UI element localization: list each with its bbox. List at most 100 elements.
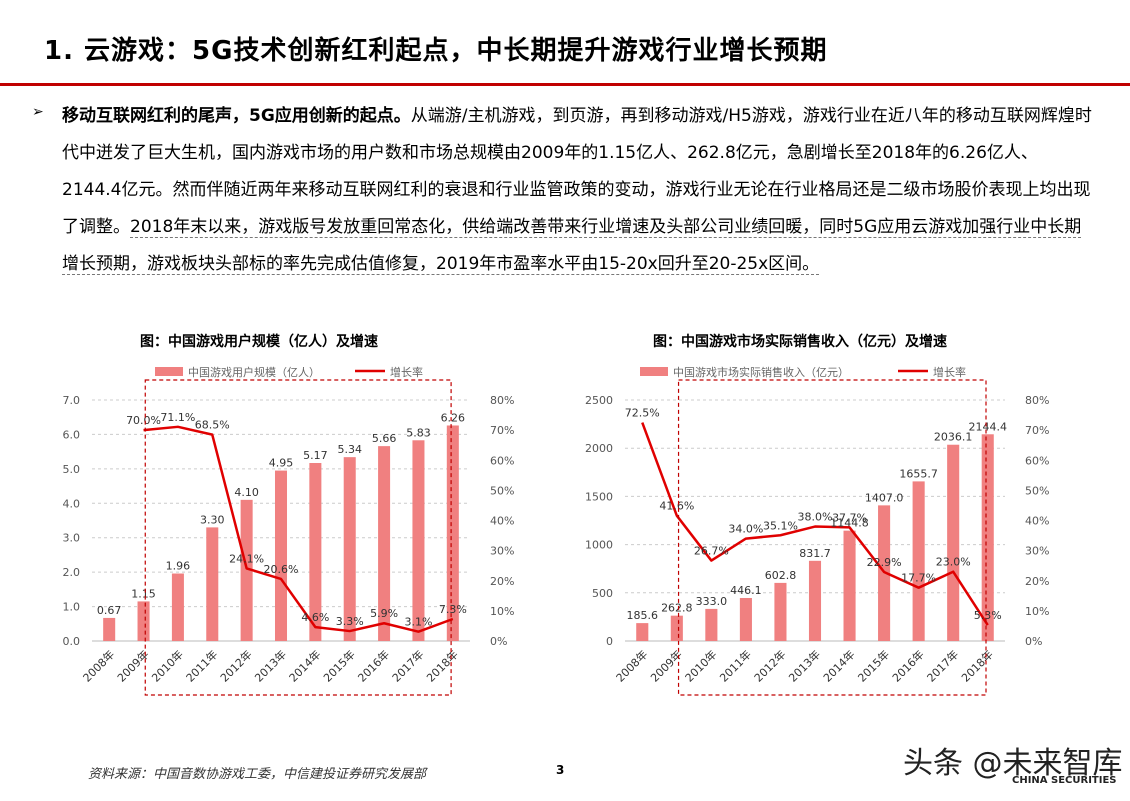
growth-line	[143, 425, 454, 633]
bar	[670, 615, 683, 641]
bar-value-label: 2036.1	[934, 431, 973, 444]
growth-value-label: 4.6%	[301, 611, 329, 624]
bar	[739, 597, 752, 641]
bar	[206, 527, 219, 641]
bar	[843, 530, 856, 641]
bar-value-label: 262.8	[661, 602, 693, 615]
y-tick-label: 7.0	[63, 394, 81, 407]
legend-bar-swatch	[640, 367, 668, 376]
bar	[705, 608, 718, 641]
bar-value-label: 5.83	[406, 426, 431, 439]
x-tick-label: 2009年	[647, 647, 684, 684]
growth-value-label: 3.3%	[336, 615, 364, 628]
x-tick-label: 2008年	[613, 647, 650, 684]
bar	[947, 444, 960, 641]
bar-value-label: 1.96	[166, 560, 191, 573]
y-tick-label: 500	[592, 587, 613, 600]
x-tick-label: 2015年	[855, 647, 892, 684]
y-tick-label: 2500	[585, 394, 613, 407]
growth-value-label: 37.7%	[832, 511, 867, 524]
y2-tick-label: 60%	[490, 454, 514, 467]
growth-value-label: 3.1%	[404, 616, 432, 629]
bar	[274, 470, 288, 641]
watermark: 头条 @未来智库	[903, 746, 1123, 781]
bar	[912, 481, 925, 641]
bar	[103, 617, 116, 641]
y2-tick-label: 10%	[490, 605, 514, 618]
bar	[412, 440, 425, 641]
bar	[137, 601, 150, 641]
growth-value-label: 7.3%	[439, 603, 467, 616]
bar-value-label: 446.1	[730, 584, 762, 597]
bar	[240, 499, 253, 641]
bar	[343, 457, 356, 641]
growth-value-label: 68.5%	[195, 419, 230, 432]
page-title: 1. 云游戏：5G技术创新红利起点，中长期提升游戏行业增长预期	[44, 36, 828, 66]
y2-tick-label: 30%	[490, 545, 514, 558]
bar	[378, 446, 391, 641]
x-tick-label: 2013年	[252, 647, 289, 684]
y-tick-label: 1000	[585, 539, 613, 552]
growth-value-label: 24.1%	[229, 552, 264, 565]
y-tick-label: 2000	[585, 442, 613, 455]
bar	[309, 463, 322, 641]
growth-value-label: 17.7%	[901, 572, 936, 585]
x-tick-label: 2012年	[751, 647, 788, 684]
highlight-box	[144, 379, 452, 696]
highlight-box	[677, 379, 987, 696]
brand-logo-text: CHINA SECURITIES	[1012, 775, 1117, 786]
bar-value-label: 2144.4	[968, 420, 1007, 433]
y-tick-label: 2.0	[63, 566, 81, 579]
bar-value-label: 4.95	[269, 457, 294, 470]
y-tick-label: 6.0	[63, 428, 81, 441]
y-tick-label: 1.0	[63, 601, 81, 614]
y2-tick-label: 50%	[490, 484, 514, 497]
bullet-arrow-icon: ➢	[32, 104, 44, 120]
bar	[774, 582, 787, 641]
bar-value-label: 6.26	[441, 411, 466, 424]
title-divider	[0, 83, 1130, 86]
y2-tick-label: 0%	[490, 635, 507, 648]
x-tick-label: 2010年	[682, 647, 719, 684]
bar	[446, 425, 459, 641]
growth-value-label: 70.0%	[126, 414, 161, 427]
y2-tick-label: 80%	[1025, 394, 1049, 407]
y2-tick-label: 70%	[490, 424, 514, 437]
chart-users: 中国游戏用户规模（亿人） 增长率 0.0 1.0 2.0 3.0 4.0 5.0 6.0 7.0 0…	[63, 365, 514, 696]
y-tick-label: 5.0	[63, 463, 81, 476]
x-tick-label: 2017年	[924, 647, 961, 684]
x-tick-label: 2018年	[958, 647, 995, 684]
y-tick-label: 3.0	[63, 532, 81, 545]
bar-value-label: 185.6	[627, 609, 659, 622]
x-tick-label: 2008年	[80, 647, 117, 684]
y2-tick-label: 70%	[1025, 424, 1049, 437]
bar-value-label: 333.0	[696, 595, 728, 608]
growth-value-label: 23.0%	[936, 556, 971, 569]
x-tick-label: 2018年	[423, 647, 460, 684]
x-tick-label: 2014年	[820, 647, 857, 684]
source-note: 资料来源：中国音数协游戏工委，中信建投证券研究发展部	[88, 767, 427, 782]
x-tick-label: 2011年	[717, 647, 754, 684]
x-tick-label: 2012年	[217, 647, 254, 684]
chart-title-users: 图：中国游戏用户规模（亿人）及增速	[140, 334, 378, 350]
bar	[808, 560, 822, 641]
y2-tick-label: 0%	[1025, 635, 1042, 648]
y2-tick-label: 60%	[1025, 454, 1049, 467]
x-tick-label: 2010年	[149, 647, 186, 684]
growth-value-label: 5.9%	[370, 607, 398, 620]
y2-tick-label: 20%	[1025, 575, 1049, 588]
x-tick-label: 2013年	[786, 647, 823, 684]
x-tick-label: 2016年	[355, 647, 392, 684]
growth-value-label: 5.3%	[974, 609, 1002, 622]
bar-value-label: 4.10	[234, 486, 258, 499]
y2-tick-label: 10%	[1025, 605, 1049, 618]
bar-value-label: 3.30	[200, 513, 225, 526]
legend-line-label: 增长率	[933, 365, 966, 379]
bar-value-label: 5.17	[303, 449, 328, 462]
growth-line	[641, 422, 989, 626]
summary-paragraph: 移动互联网红利的尾声，5G应用创新的起点。从端游/主机游戏，到页游，再到移动游戏…	[62, 98, 1092, 283]
bar-value-label: 0.67	[97, 604, 122, 617]
bar	[981, 434, 994, 641]
y2-tick-label: 20%	[490, 575, 514, 588]
y2-tick-label: 40%	[490, 515, 514, 528]
